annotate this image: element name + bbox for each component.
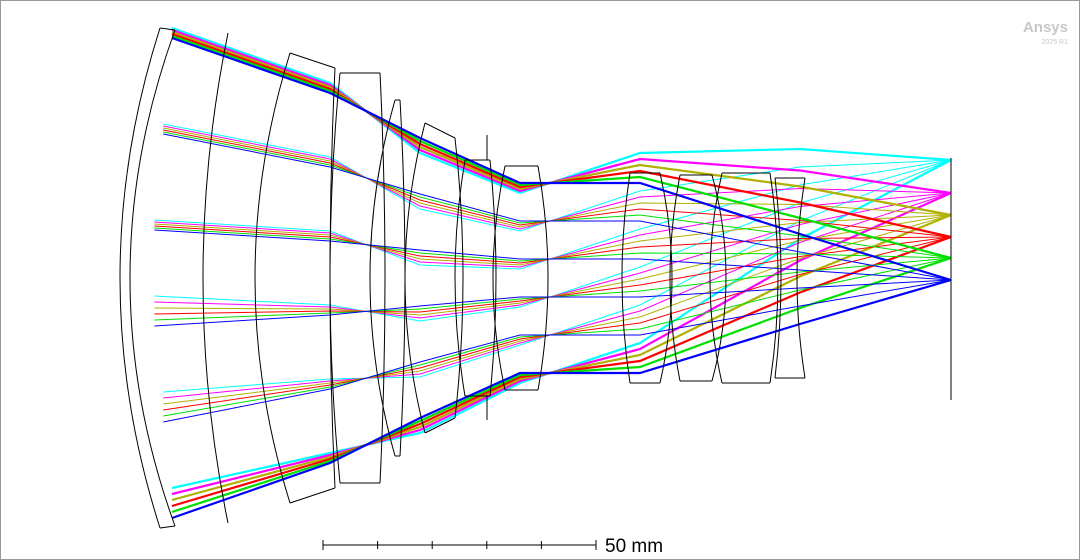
ray: [171, 30, 952, 217]
lens-surface: [489, 159, 497, 397]
lens-surface: [369, 99, 396, 457]
ray: [171, 36, 952, 282]
ray: [163, 123, 952, 232]
lens-surface: [774, 177, 782, 379]
lens-edge: [680, 174, 712, 382]
lens-edge: [340, 72, 380, 484]
lens-surface: [119, 27, 161, 529]
lens-edge: [630, 172, 660, 384]
logo-name: Ansys: [1023, 19, 1068, 36]
ray: [171, 256, 952, 514]
lens-edge: [159, 27, 176, 529]
lens-edge: [424, 122, 456, 434]
ray: [171, 213, 952, 502]
lens-surface: [202, 32, 229, 524]
ray: [171, 32, 952, 239]
ray: [171, 26, 952, 195]
ray: [163, 192, 952, 399]
ray: [163, 127, 952, 228]
ray: [171, 28, 952, 195]
lens-edge: [465, 159, 490, 397]
lens-surface: [129, 29, 176, 527]
lens-edge: [505, 165, 538, 391]
lens-surface: [537, 165, 549, 391]
lens-edge: [289, 52, 336, 504]
ray: [171, 235, 952, 508]
lens-edge: [775, 177, 805, 379]
lens-surface: [711, 174, 727, 382]
lens-surface: [709, 172, 723, 384]
lens-surface: [379, 72, 386, 484]
ray: [163, 257, 952, 417]
ray: [163, 133, 952, 281]
lens-surface: [769, 172, 779, 384]
ray: [171, 278, 952, 520]
ray: [171, 191, 952, 496]
lens-surface: [659, 172, 673, 384]
scale-bar: 50 mm: [322, 536, 663, 557]
ray: [163, 279, 952, 423]
ray: [163, 236, 952, 411]
ray: [163, 214, 952, 405]
lens-surface: [404, 122, 426, 434]
lens-elements: [119, 27, 806, 529]
lens-surface: [492, 165, 506, 391]
lens-surface: [254, 52, 291, 504]
ray: [163, 125, 952, 230]
ray-bundle: [154, 26, 952, 520]
logo-version: 2025 R1: [1042, 39, 1069, 46]
scale-label: 50 mm: [605, 536, 663, 557]
lens-surface: [454, 137, 464, 419]
lens-surface: [329, 72, 341, 484]
lens-surface: [454, 159, 466, 397]
lens-edge: [722, 172, 770, 384]
lens-surface: [669, 174, 681, 382]
ray: [163, 131, 952, 259]
lens-surface: [621, 172, 631, 384]
scale-ticks: [322, 540, 597, 550]
lens-surface: [796, 177, 806, 379]
lens-edge: [395, 99, 400, 457]
